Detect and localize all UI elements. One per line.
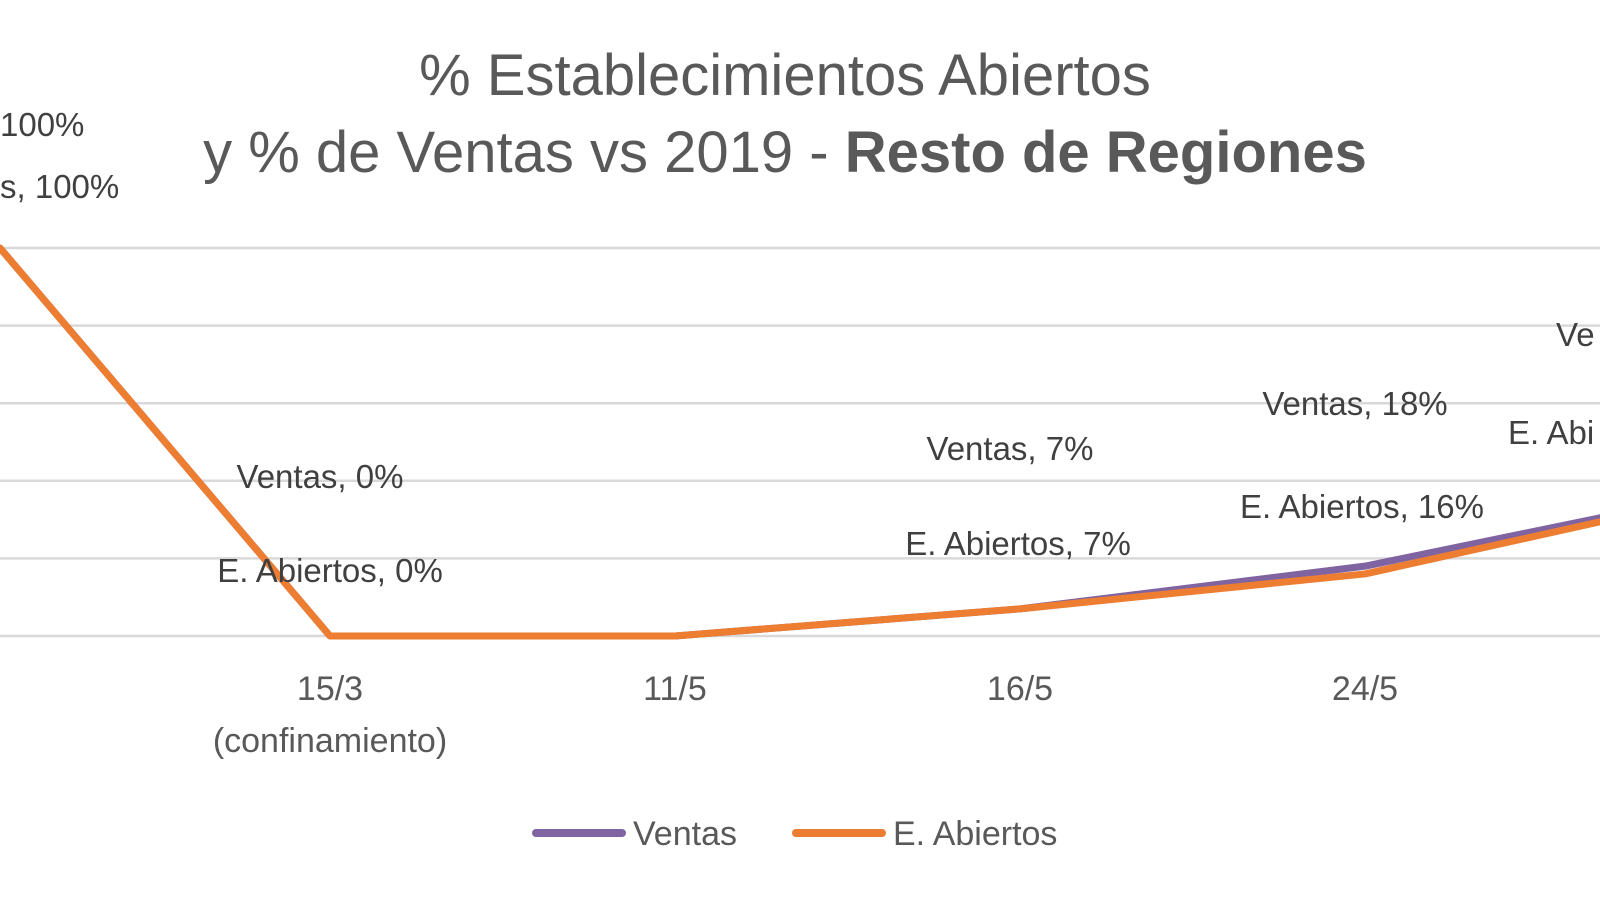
- data-label: Ventas, 18%: [1262, 385, 1447, 422]
- data-label: E. Abiertos, 7%: [905, 525, 1131, 562]
- series-lines: [0, 244, 1600, 640]
- legend-label: E. Abiertos: [893, 815, 1057, 853]
- x-tick-label: 24/5: [1332, 670, 1398, 708]
- data-labels: s, 100% Ventas, 0% Ventas, 7% Ventas, 18% Ve…: [0, 106, 1595, 589]
- legend: Ventas E. Abiertos: [532, 815, 1057, 853]
- data-label: E. Abi: [1508, 414, 1594, 451]
- x-tick-label: 11/5: [643, 670, 707, 708]
- data-label: E. Abiertos, 0%: [217, 552, 443, 589]
- x-tick-sublabel: (confinamiento): [213, 722, 447, 760]
- data-label: s, 100%: [0, 168, 119, 205]
- chart-title-line-1: % Establecimientos Abiertos: [419, 43, 1151, 108]
- x-tick-label: 16/5: [987, 670, 1053, 708]
- x-axis-labels: 15/3 (confinamiento) 11/5 16/5 24/5: [213, 670, 1398, 760]
- data-label: Ventas, 7%: [927, 430, 1094, 467]
- data-label: E. Abiertos, 16%: [1240, 488, 1484, 525]
- legend-label: Ventas: [633, 815, 737, 853]
- data-label: 100%: [0, 106, 84, 143]
- chart-title-line-2-bold: Resto de Regiones: [845, 120, 1367, 185]
- data-label: Ve: [1556, 316, 1595, 353]
- data-label: Ventas, 0%: [237, 458, 404, 495]
- x-tick-label: 15/3: [297, 670, 363, 708]
- chart-title-line-2: y % de Ventas vs 2019 - Resto de Regione…: [203, 120, 1367, 185]
- series-line-e-abiertos: [0, 244, 1600, 640]
- chart-title-line-2-prefix: y % de Ventas vs 2019 -: [203, 120, 845, 185]
